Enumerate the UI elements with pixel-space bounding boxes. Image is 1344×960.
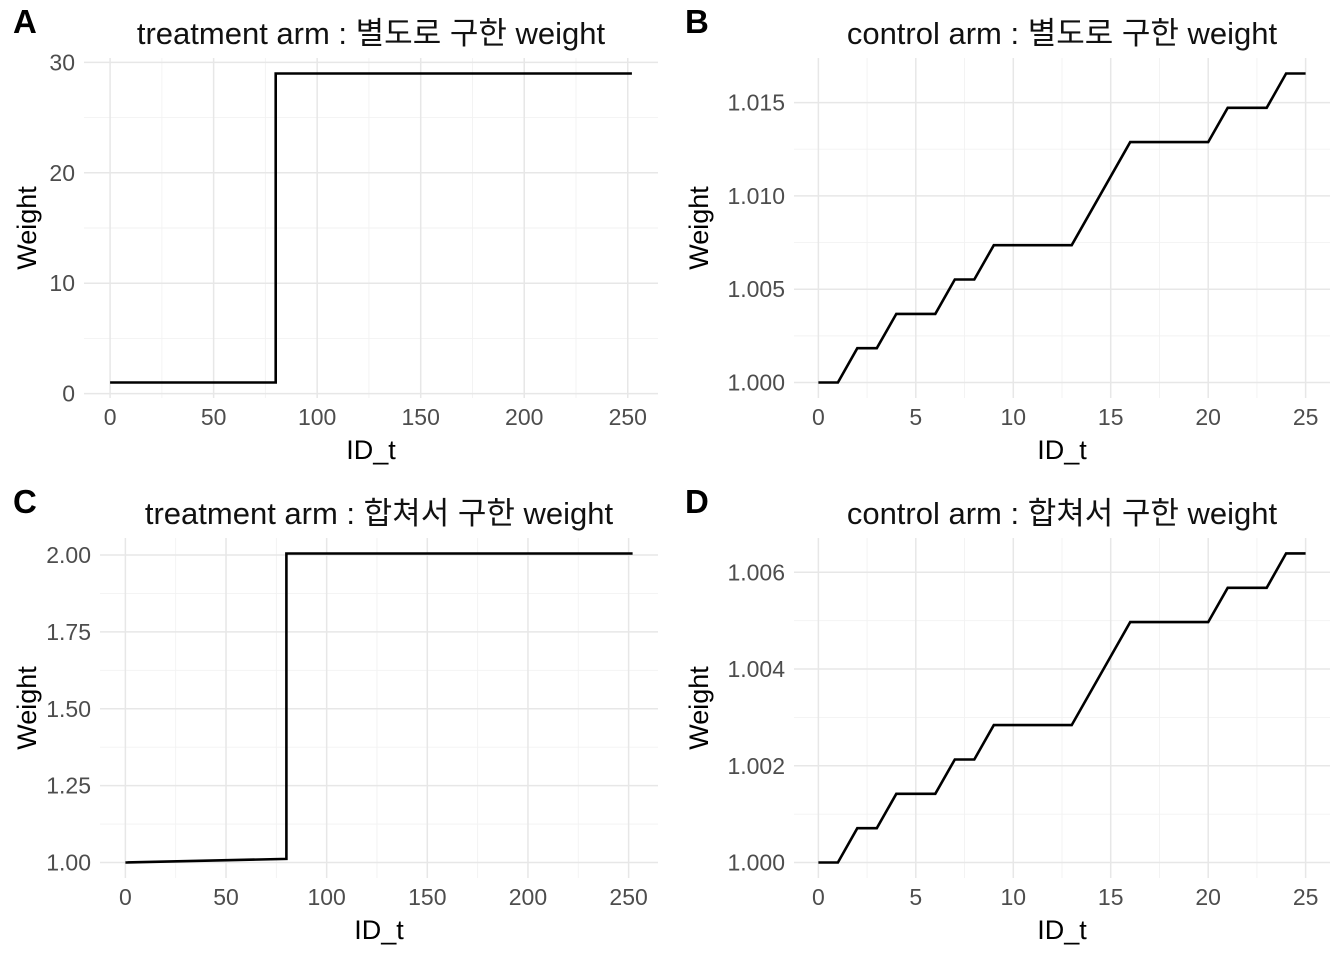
x-tick-label: 0 — [119, 884, 132, 910]
x-tick-label: 25 — [1293, 884, 1319, 910]
panel-d: D control arm : 합쳐서 구한 weight 0 5 10 15 20 25… — [672, 480, 1344, 960]
series-line — [818, 72, 1306, 384]
x-axis-title: ID_t — [1037, 435, 1087, 465]
y-tick-label: 1.75 — [46, 619, 91, 645]
y-tick-label: 20 — [49, 160, 75, 186]
y-tick-label: 1.002 — [727, 753, 785, 779]
panel-b: B control arm : 별도로 구한 weight 0 5 10 15 20 25… — [672, 0, 1344, 480]
panel-d-title: control arm : 합쳐서 구한 weight — [846, 496, 1278, 531]
x-tick-label: 100 — [298, 404, 336, 430]
panel-a-tag: A — [13, 3, 37, 40]
series-line — [110, 72, 632, 384]
panel-c-tag: C — [13, 483, 37, 520]
x-tick-labels: 0 50 100 150 200 250 — [119, 884, 648, 910]
x-axis-title: ID_t — [1037, 915, 1087, 945]
y-axis-title: Weight — [12, 666, 42, 750]
x-tick-label: 20 — [1195, 884, 1221, 910]
panel-a: A treatment arm : 별도로 구한 weight 0 50 100 15… — [0, 0, 672, 480]
y-tick-labels: 1.000 1.002 1.004 1.006 — [727, 559, 785, 875]
x-tick-label: 100 — [307, 884, 345, 910]
x-tick-label: 20 — [1195, 404, 1221, 430]
panel-d-tag: D — [685, 483, 709, 520]
y-tick-label: 30 — [49, 49, 75, 75]
minor-gridlines — [100, 538, 658, 878]
y-tick-labels: 1.00 1.25 1.50 1.75 2.00 — [46, 542, 91, 876]
minor-gridlines — [84, 58, 658, 398]
x-tick-labels: 0 5 10 15 20 25 — [812, 404, 1318, 430]
x-tick-label: 15 — [1098, 884, 1124, 910]
x-tick-label: 10 — [1000, 884, 1026, 910]
y-tick-label: 1.000 — [727, 370, 785, 396]
x-tick-label: 15 — [1098, 404, 1124, 430]
major-gridlines — [100, 538, 658, 878]
panel-d-chart: 0 5 10 15 20 25 1.000 1.002 1.004 1.006 ID_t Weight — [684, 538, 1330, 945]
x-tick-label: 25 — [1293, 404, 1319, 430]
y-tick-label: 0 — [62, 381, 75, 407]
x-tick-label: 50 — [213, 884, 239, 910]
x-tick-label: 0 — [104, 404, 117, 430]
panel-c-chart: 0 50 100 150 200 250 1.00 1.25 1.50 1.75 2.00 ID_t W… — [12, 538, 658, 945]
major-gridlines — [84, 58, 658, 398]
y-tick-label: 1.00 — [46, 850, 91, 876]
y-tick-label: 1.010 — [727, 183, 785, 209]
panel-c-title: treatment arm : 합쳐서 구한 weight — [144, 496, 614, 531]
panel-c: C treatment arm : 합쳐서 구한 weight 0 50 100 15… — [0, 480, 672, 960]
x-tick-label: 200 — [509, 884, 547, 910]
x-tick-label: 250 — [609, 404, 647, 430]
minor-gridlines — [794, 58, 1330, 398]
x-tick-label: 150 — [402, 404, 440, 430]
x-tick-label: 50 — [201, 404, 227, 430]
x-tick-label: 150 — [408, 884, 446, 910]
x-tick-label: 200 — [505, 404, 543, 430]
x-tick-label: 10 — [1000, 404, 1026, 430]
panel-b-chart: 0 5 10 15 20 25 1.000 1.005 1.010 1.015 ID_t Weight — [684, 58, 1330, 465]
series-line — [818, 552, 1306, 864]
x-tick-labels: 0 50 100 150 200 250 — [104, 404, 647, 430]
series-line — [125, 552, 633, 864]
x-axis-title: ID_t — [346, 435, 396, 465]
x-tick-label: 0 — [812, 884, 825, 910]
panel-b-tag: B — [685, 3, 709, 40]
y-tick-labels: 1.000 1.005 1.010 1.015 — [727, 90, 785, 396]
x-tick-label: 0 — [812, 404, 825, 430]
y-tick-label: 1.005 — [727, 276, 785, 302]
y-tick-label: 1.015 — [727, 90, 785, 116]
y-axis-title: Weight — [684, 666, 714, 750]
y-tick-label: 1.004 — [727, 656, 785, 682]
x-tick-label: 250 — [609, 884, 647, 910]
y-tick-label: 1.25 — [46, 773, 91, 799]
x-axis-title: ID_t — [354, 915, 404, 945]
y-tick-label: 1.000 — [727, 850, 785, 876]
major-gridlines — [794, 538, 1330, 878]
y-tick-labels: 0 10 20 30 — [49, 49, 75, 406]
x-tick-label: 5 — [909, 884, 922, 910]
x-tick-label: 5 — [909, 404, 922, 430]
major-gridlines — [794, 58, 1330, 398]
y-tick-label: 2.00 — [46, 542, 91, 568]
panel-b-title: control arm : 별도로 구한 weight — [846, 16, 1278, 51]
y-tick-label: 1.50 — [46, 696, 91, 722]
y-tick-label: 1.006 — [727, 559, 785, 585]
y-tick-label: 10 — [49, 270, 75, 296]
panel-a-title: treatment arm : 별도로 구한 weight — [136, 16, 606, 51]
panel-a-chart: 0 50 100 150 200 250 0 10 20 30 ID_t Weight — [12, 49, 658, 465]
x-tick-labels: 0 5 10 15 20 25 — [812, 884, 1318, 910]
y-axis-title: Weight — [684, 186, 714, 270]
y-axis-title: Weight — [12, 186, 42, 270]
